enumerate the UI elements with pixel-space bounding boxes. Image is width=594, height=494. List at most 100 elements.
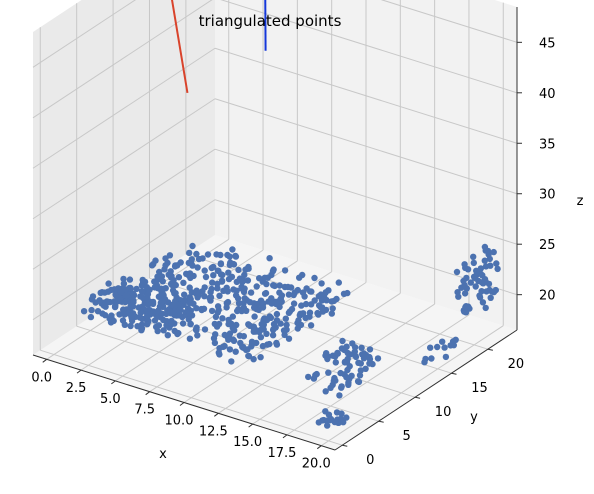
scatter-point bbox=[236, 300, 242, 306]
scatter-point bbox=[478, 288, 484, 294]
y-tick-label: 15 bbox=[471, 381, 488, 396]
scatter-point bbox=[285, 284, 291, 290]
scatter-point bbox=[427, 345, 433, 351]
scatter-point bbox=[367, 346, 373, 352]
scatter-point bbox=[428, 355, 434, 361]
scatter-point bbox=[323, 388, 329, 394]
scatter-point bbox=[229, 246, 235, 252]
scatter-point bbox=[323, 297, 329, 303]
y-tick-label: 20 bbox=[508, 357, 525, 372]
scatter-point bbox=[273, 340, 279, 346]
scatter-point bbox=[140, 277, 146, 283]
scatter-point bbox=[352, 344, 358, 350]
scatter-point bbox=[258, 334, 264, 340]
scatter-point bbox=[345, 350, 351, 356]
scatter-point bbox=[165, 332, 171, 338]
scatter-point bbox=[241, 285, 247, 291]
scatter-point bbox=[480, 299, 486, 305]
scatter-point bbox=[358, 345, 364, 351]
scatter-point bbox=[295, 287, 301, 293]
scatter-point bbox=[441, 344, 447, 350]
scatter-point bbox=[463, 303, 469, 309]
scatter-point bbox=[216, 321, 222, 327]
scatter-point bbox=[324, 422, 330, 428]
z-tick-label: 45 bbox=[539, 36, 556, 51]
scatter-point bbox=[153, 324, 159, 330]
scatter-point bbox=[265, 275, 271, 281]
scatter-point bbox=[89, 296, 95, 302]
scatter-point bbox=[227, 346, 233, 352]
scatter-point bbox=[233, 253, 239, 259]
scatter-point bbox=[434, 344, 440, 350]
scatter-point bbox=[88, 307, 94, 313]
scatter-point bbox=[461, 282, 467, 288]
scatter-point bbox=[318, 291, 324, 297]
scatter-point bbox=[470, 254, 476, 260]
scatter-point bbox=[241, 333, 247, 339]
scatter-point bbox=[260, 300, 266, 306]
scatter-point bbox=[447, 342, 453, 348]
scatter-point bbox=[472, 275, 478, 281]
x-tick-label: 12.5 bbox=[199, 424, 228, 439]
scatter-point bbox=[251, 324, 257, 330]
scatter-point bbox=[235, 306, 241, 312]
scatter-point bbox=[105, 299, 111, 305]
x-axis-label: x bbox=[159, 447, 167, 462]
scatter-point bbox=[176, 301, 182, 307]
scatter-point bbox=[300, 310, 306, 316]
scatter-point bbox=[139, 321, 145, 327]
scatter-point bbox=[361, 350, 367, 356]
scatter-point bbox=[235, 267, 241, 273]
scatter-point bbox=[189, 256, 195, 262]
scatter-point bbox=[277, 282, 283, 288]
scatter-point bbox=[187, 336, 193, 342]
scatter-point bbox=[318, 280, 324, 286]
x-tick-mark bbox=[317, 446, 321, 449]
scatter-point bbox=[454, 269, 460, 275]
scatter-point bbox=[237, 277, 243, 283]
scatter-point bbox=[168, 321, 174, 327]
scatter-point bbox=[181, 292, 187, 298]
scatter-point bbox=[463, 309, 469, 315]
scatter-point bbox=[270, 282, 276, 288]
scatter-point bbox=[180, 280, 186, 286]
scatter-point bbox=[226, 334, 232, 340]
scatter-point bbox=[203, 274, 209, 280]
scatter-point bbox=[177, 312, 183, 318]
scatter-point bbox=[175, 330, 181, 336]
scatter-point bbox=[233, 292, 239, 298]
scatter-point bbox=[194, 288, 200, 294]
scatter-point bbox=[122, 299, 128, 305]
scatter-point bbox=[211, 335, 217, 341]
scatter-point bbox=[344, 367, 350, 373]
scatter-point bbox=[233, 349, 239, 355]
scatter-point bbox=[262, 291, 268, 297]
scatter-point bbox=[88, 314, 94, 320]
x-tick-mark bbox=[249, 424, 253, 427]
scatter-point bbox=[308, 288, 314, 294]
scatter-point bbox=[486, 287, 492, 293]
scatter-point bbox=[358, 360, 364, 366]
z-tick-label: 25 bbox=[539, 238, 556, 253]
scatter-point bbox=[493, 260, 499, 266]
scatter-point bbox=[152, 257, 158, 263]
scatter-point bbox=[248, 343, 254, 349]
scatter-point bbox=[308, 322, 314, 328]
scatter-point bbox=[314, 310, 320, 316]
scatter-point bbox=[473, 268, 479, 274]
scatter-point bbox=[270, 326, 276, 332]
x-tick-label: 7.5 bbox=[134, 403, 155, 418]
scatter-point bbox=[256, 275, 262, 281]
x-tick-label: 15.0 bbox=[233, 435, 262, 450]
scatter-point bbox=[487, 256, 493, 262]
scatter-point bbox=[246, 353, 252, 359]
scatter-point bbox=[348, 373, 354, 379]
scatter-point bbox=[270, 268, 276, 274]
scatter-point bbox=[482, 276, 488, 282]
scatter-point bbox=[325, 370, 331, 376]
scatter-point bbox=[274, 311, 280, 317]
scatter-point bbox=[301, 293, 307, 299]
scatter-point bbox=[344, 290, 350, 296]
scatter-point bbox=[194, 264, 200, 270]
scatter-point bbox=[295, 317, 301, 323]
